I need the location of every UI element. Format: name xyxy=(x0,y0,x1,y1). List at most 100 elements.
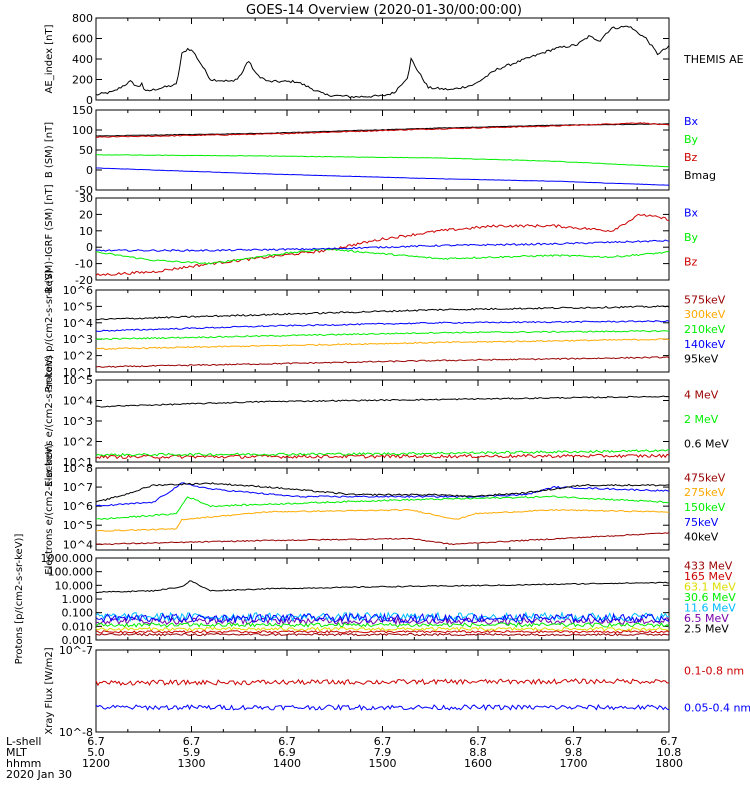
y-tick-label: 0 xyxy=(86,241,93,254)
legend-label: 0.05-0.4 nm xyxy=(684,702,750,715)
legend-label: By xyxy=(684,133,699,146)
legend-label: 11.6 MeV xyxy=(684,602,736,615)
time-axis-tick-label: 9.8 xyxy=(565,746,583,759)
series-line-75kev xyxy=(95,482,670,507)
legend-label: 4 MeV xyxy=(684,388,719,401)
series-line-by xyxy=(95,248,670,265)
panel-frame xyxy=(95,17,670,101)
y-tick-label: 0 xyxy=(86,94,93,107)
series-line-433-mev xyxy=(95,612,670,624)
legend-label: 475keV xyxy=(684,471,726,484)
time-axis-row-label: MLT xyxy=(6,746,27,759)
time-axis-tick-label: 1200 xyxy=(82,757,110,770)
series-line-bz xyxy=(95,122,670,138)
time-axis-tick-label: 6.7 xyxy=(87,735,105,748)
legend-label: Bx xyxy=(684,206,699,219)
panel-7: 0.0010.0100.1001.00010.000100.0001000.00… xyxy=(14,534,736,665)
y-tick-label: 10^5 xyxy=(63,300,93,313)
y-axis-label: Protons [p/(cm2-s-sr-keV)] xyxy=(14,534,25,665)
y-tick-label: 10^-8 xyxy=(59,726,93,739)
legend-label: 575keV xyxy=(684,293,726,306)
panel-frame xyxy=(95,289,670,373)
panel-4: 10^1 10^2 10^3 10^4 10^5 10^6 Protons p/(cm2-s… xyxy=(44,269,726,392)
y-tick-label: 10^4 xyxy=(63,395,93,408)
panel-frame xyxy=(95,649,670,733)
legend-label: Bz xyxy=(684,256,698,269)
series-line-themis-ae xyxy=(95,25,670,99)
series-line-300kev xyxy=(95,338,670,351)
series-line-165-mev xyxy=(95,629,670,634)
time-axis-row-label: 2020 Jan 30 xyxy=(6,768,72,781)
panel-6: 10^4 10^5 10^6 10^7 10^8 Electrons e/(cm2-s-s… xyxy=(44,443,726,575)
series-line-bz xyxy=(95,213,670,276)
series-line-30-6-mev xyxy=(95,622,670,628)
y-tick-label: 1000.000 xyxy=(41,552,94,565)
legend-label: 2.5 MeV xyxy=(684,623,729,636)
time-axis-tick-label: 5.9 xyxy=(183,746,201,759)
series-line-475kev xyxy=(95,531,670,546)
y-axis-label: Electrons e/(cm2-s-sr-keV) xyxy=(44,355,55,487)
y-axis-label: Electrons e/(cm2-s-sr-keV) xyxy=(44,443,55,575)
y-tick-label: 10^8 xyxy=(63,462,93,475)
legend-label: 95keV xyxy=(684,353,719,366)
legend-label: 6.5 MeV xyxy=(684,612,729,625)
series-line-150kev xyxy=(95,495,670,521)
legend-label: 300keV xyxy=(684,308,726,321)
y-tick-label: 30 xyxy=(79,192,93,205)
legend-label: By xyxy=(684,231,699,244)
legend-label: Bmag xyxy=(684,169,716,182)
y-tick-label: 600 xyxy=(72,33,93,46)
legend-label: THEMIS AE xyxy=(683,53,744,66)
y-tick-label: 10^4 xyxy=(63,317,93,330)
legend-label: 165 MeV xyxy=(684,570,733,583)
series-line-95kev xyxy=(95,305,670,321)
time-axis-tick-label: 6.7 xyxy=(660,735,678,748)
y-tick-label: 10^5 xyxy=(63,519,93,532)
y-tick-label: 20 xyxy=(79,208,93,221)
legend-label: 0.6 MeV xyxy=(684,438,729,451)
y-tick-label: 10^-7 xyxy=(59,644,93,657)
legend-label: 0.1-0.8 nm xyxy=(684,665,744,678)
time-axis-tick-label: 1400 xyxy=(273,757,301,770)
legend-label: 433 MeV xyxy=(684,559,733,572)
series-line-fast-protons xyxy=(96,580,670,593)
y-tick-label: 800 xyxy=(72,12,93,25)
legend-label: 40keV xyxy=(684,531,719,544)
series-line-2-mev xyxy=(95,449,670,457)
legend-label: 210keV xyxy=(684,323,726,336)
y-tick-label: 10^1 xyxy=(63,456,93,469)
y-tick-label: 1.000 xyxy=(62,593,94,606)
time-axis-tick-label: 6.9 xyxy=(278,746,296,759)
series-line-2-5-mev xyxy=(95,632,670,637)
time-axis-tick-label: 1700 xyxy=(560,757,588,770)
y-tick-label: 10^1 xyxy=(63,366,93,379)
y-tick-label: 10^5 xyxy=(63,374,93,387)
time-axis-tick-label: 10.8 xyxy=(657,746,682,759)
y-tick-label: 200 xyxy=(72,74,93,87)
y-axis-label: Protons p/(cm2-s-sr-keV) xyxy=(44,269,55,392)
y-tick-label: 10^4 xyxy=(63,538,93,551)
series-line-bx xyxy=(95,167,669,186)
series-line-275kev xyxy=(95,508,670,532)
series-line-40kev xyxy=(95,482,670,503)
time-axis-tick-label: 1500 xyxy=(369,757,397,770)
y-tick-label: 400 xyxy=(72,53,93,66)
series-line-575kev xyxy=(95,356,670,368)
y-tick-label: 0.010 xyxy=(62,620,94,633)
series-line-0-6-mev xyxy=(95,395,670,408)
time-axis-tick-label: 6.7 xyxy=(469,735,487,748)
y-tick-label: -20 xyxy=(75,274,93,287)
series-line-4-mev xyxy=(95,453,670,460)
legend-label: 30.6 MeV xyxy=(684,591,736,604)
time-axis-tick-label: 6.7 xyxy=(183,735,201,748)
time-axis-tick-label: 1300 xyxy=(178,757,206,770)
time-axis-tick-label: 8.8 xyxy=(469,746,487,759)
panel-frame xyxy=(95,109,670,191)
legend-label: 150keV xyxy=(684,501,726,514)
time-axis-tick-label: 6.7 xyxy=(278,735,296,748)
y-tick-label: 10^3 xyxy=(63,333,93,346)
legend-label: 2 MeV xyxy=(684,413,719,426)
panel-frame xyxy=(95,197,670,281)
